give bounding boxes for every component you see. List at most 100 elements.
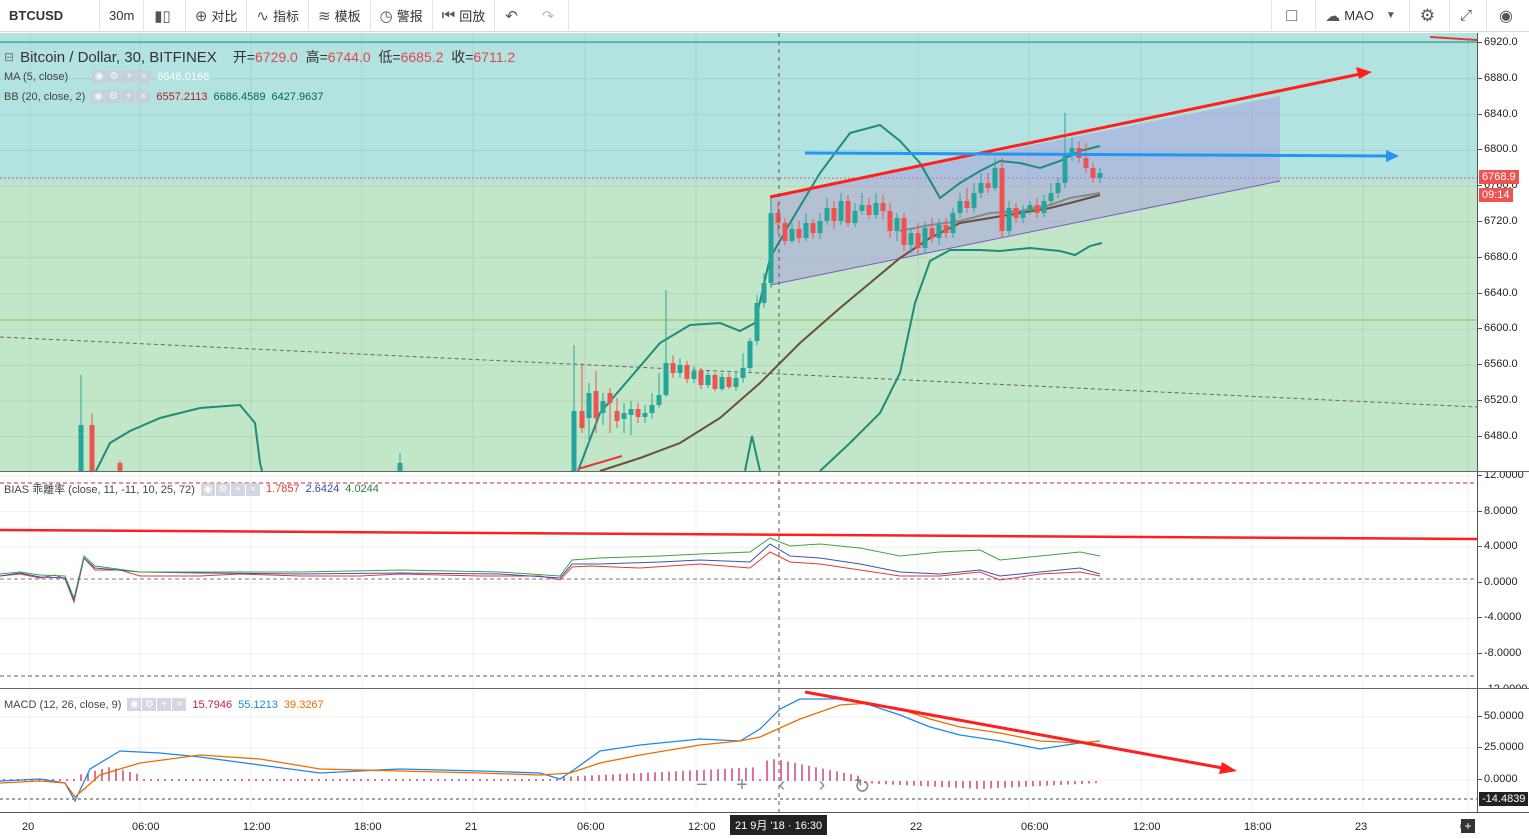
ohlc-values: 开=6729.0 高=6744.0 低=6685.2 收=6711.2: [233, 47, 515, 67]
candle-body: [635, 409, 641, 417]
bb-legend[interactable]: BB (20, close, 2) ◉ ⚙ + × 6557.2113 6686.45…: [4, 90, 324, 103]
macd-red-arrow-head: [1219, 762, 1237, 774]
candle-body: [117, 463, 123, 471]
collapse-icon[interactable]: ⊟: [4, 50, 15, 64]
bias-axis[interactable]: 12.0000 8.0000 4.0000 0.0000 -4.0000 -8.0000 -…: [1477, 472, 1529, 688]
scroll-right-button[interactable]: ›: [818, 774, 826, 796]
dashed-trend-line[interactable]: [0, 336, 1477, 408]
reset-button[interactable]: ↻: [853, 776, 871, 798]
bias-legend[interactable]: BIAS 乖離率 (close, 11, -11, 10, 25, 72) ◉ ⚙…: [4, 481, 379, 497]
bias-controls[interactable]: ◉ ⚙ + ×: [200, 482, 260, 496]
price-axis-label: 6600.0: [1478, 322, 1518, 335]
zoom-in-button[interactable]: +: [736, 774, 748, 796]
candle-body: [663, 363, 669, 395]
price-axis-label: 6920.0: [1478, 36, 1518, 48]
candle-body: [845, 201, 851, 223]
snapshot-button[interactable]: ◉: [1486, 0, 1529, 32]
red-trend-arrow-line[interactable]: [769, 71, 1366, 199]
bb-lower-line: [744, 435, 761, 471]
bb-lower: 6427.9637: [271, 90, 324, 103]
interval-button[interactable]: 30m: [100, 0, 145, 32]
candle-body: [571, 411, 577, 471]
main-legend: ⊟ Bitcoin / Dollar, 30, BITFINEX 开=6729.…: [4, 47, 515, 67]
macd-chart[interactable]: [0, 689, 1477, 812]
macd-pane[interactable]: MACD (12, 26, close, 9) ◉ ⚙ + × 15.7946 55.…: [0, 689, 1477, 812]
candle-body: [593, 391, 599, 418]
candle-body: [873, 203, 879, 215]
bias-red-trend-line[interactable]: [0, 528, 1477, 541]
bias-chart[interactable]: [0, 472, 1477, 688]
bollinger-bands: [95, 123, 1103, 471]
macd-controls[interactable]: ◉ ⚙ + ×: [127, 698, 187, 711]
time-axis-label: 12:00: [1133, 821, 1161, 833]
blue-horizontal-arrow-line[interactable]: [804, 151, 1391, 158]
candle-body: [684, 365, 690, 379]
channel-lower-line[interactable]: [769, 180, 1281, 286]
symbol-label: BTCUSD: [9, 8, 64, 23]
scroll-left-button[interactable]: ‹: [778, 774, 786, 796]
compare-button[interactable]: ⊕ 对比: [186, 0, 248, 32]
macd-axis[interactable]: 50.0000 25.0000 0.0000 -14.4839: [1477, 689, 1529, 812]
close-label: 收=: [451, 49, 474, 65]
ma-legend[interactable]: MA (5, close) ◉ ⚙ + × 6646.0166: [4, 70, 209, 83]
price-chart[interactable]: [0, 33, 1477, 471]
candle-body: [1062, 153, 1068, 183]
layout-button[interactable]: ☁ MAO ▼: [1315, 0, 1409, 32]
wave-icon: ∿: [256, 7, 269, 25]
candle-body: [796, 229, 802, 238]
macd-red-trend-line[interactable]: [804, 690, 1229, 771]
right-tools: □ ☁ MAO ▼ ⚙ ⤢ ◉: [1271, 0, 1529, 32]
symbol-search[interactable]: BTCUSD: [0, 0, 100, 32]
templates-button[interactable]: ≋ 模板: [309, 0, 371, 32]
top-right-red-line[interactable]: [1429, 36, 1477, 41]
interval-label: 30m: [109, 8, 135, 23]
pane-separator[interactable]: [0, 688, 1529, 689]
price-axis-label: 6640.0: [1478, 286, 1518, 299]
red-arrow-head: [1356, 67, 1372, 79]
alert-button[interactable]: ◷ 警报: [371, 0, 433, 32]
candle-body: [1020, 211, 1026, 218]
pane-separator[interactable]: [0, 471, 1529, 472]
replay-label: 回放: [459, 9, 486, 24]
candle-body: [579, 411, 585, 428]
templates-label: 模板: [334, 9, 361, 24]
redo-button[interactable]: ↷: [532, 0, 570, 32]
settings-button[interactable]: ⚙: [1408, 0, 1449, 32]
candle-body: [656, 395, 662, 405]
candle-body: [831, 208, 837, 221]
chart-type-button[interactable]: ▮▯: [144, 0, 186, 32]
undo-button[interactable]: ↶: [495, 0, 532, 32]
zoom-out-button[interactable]: −: [696, 774, 708, 796]
indicators-button[interactable]: ∿ 指标: [247, 0, 309, 32]
price-pane[interactable]: ⊟ Bitcoin / Dollar, 30, BITFINEX 开=6729.…: [0, 33, 1477, 471]
fullscreen-button[interactable]: □: [1271, 0, 1315, 32]
candle-body: [824, 208, 830, 221]
macd-signal-line: [0, 702, 1101, 798]
macd-histogram: [3, 759, 1097, 789]
alarm-icon: ◷: [379, 7, 393, 25]
bb-upper: 6686.4589: [213, 90, 266, 103]
candle-body: [719, 377, 725, 389]
candle-body: [1097, 173, 1103, 178]
replay-button[interactable]: ⏮ 回放: [433, 0, 496, 32]
time-axis-label: 23: [1355, 821, 1368, 833]
zoom-controls: − + ‹ › ↻: [690, 774, 874, 799]
bb-controls[interactable]: ◉ ⚙ + ×: [91, 90, 151, 103]
candle-body: [78, 425, 84, 471]
small-red-trend-line[interactable]: [577, 455, 623, 470]
countdown-tag: 09:14: [1479, 188, 1513, 202]
high-label: 高=: [305, 49, 328, 65]
price-axis[interactable]: 6920.0 6880.0 6840.0 6800.0 6760.0 6720.0 6680…: [1477, 33, 1529, 471]
bias-axis-label: 12.0000: [1478, 472, 1524, 481]
candle-body: [915, 233, 921, 248]
ma-controls[interactable]: ◉ ⚙ + ×: [92, 70, 152, 83]
maximize-button[interactable]: ⤢: [1449, 0, 1486, 32]
candle-body: [691, 371, 697, 379]
macd-legend[interactable]: MACD (12, 26, close, 9) ◉ ⚙ + × 15.7946 55.…: [4, 698, 324, 711]
axis-plus-button[interactable]: +: [1461, 819, 1475, 833]
candle-body: [929, 228, 935, 238]
bias-pane[interactable]: BIAS 乖離率 (close, 11, -11, 10, 25, 72) ◉ ⚙…: [0, 472, 1477, 688]
time-axis[interactable]: 20 06:00 12:00 18:00 21 06:00 12:00 22 06:00 12:0…: [0, 812, 1529, 839]
maximize-icon: ⤢: [1460, 7, 1473, 24]
bias-axis-label: 4.0000: [1478, 540, 1518, 553]
